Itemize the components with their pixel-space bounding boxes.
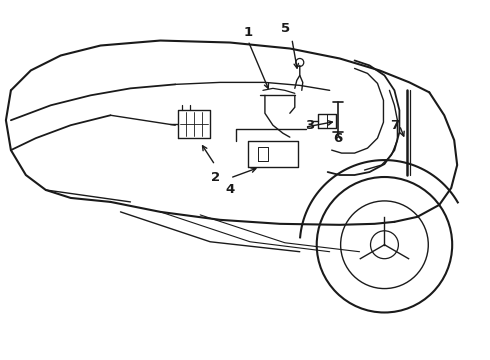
Text: 5: 5 (281, 22, 291, 35)
Text: 6: 6 (333, 132, 343, 145)
Text: 1: 1 (244, 26, 252, 39)
Text: 7: 7 (390, 119, 399, 132)
Text: 2: 2 (211, 171, 220, 184)
Text: 4: 4 (225, 184, 235, 197)
Text: 3: 3 (305, 119, 315, 132)
